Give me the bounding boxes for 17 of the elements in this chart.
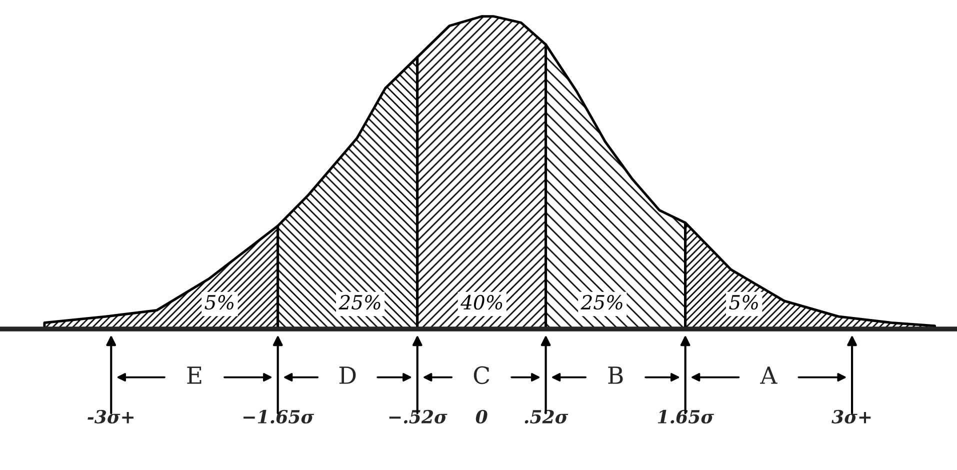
x-tick-label: -3σ+ <box>88 410 134 424</box>
text: A <box>760 366 778 384</box>
series-label: 5% <box>729 294 758 310</box>
x-tick-label: −.52σ <box>389 410 448 424</box>
x-tick-label: .52σ <box>524 410 568 424</box>
series-label: 25% <box>580 294 622 310</box>
x-tick-label: 1.65σ <box>658 410 714 424</box>
x-tick-label: 3σ+ <box>832 410 871 424</box>
text: E <box>187 366 202 384</box>
text: D <box>339 366 356 384</box>
x-tick-label: 0 <box>476 410 488 424</box>
text: C <box>474 366 490 384</box>
x-tick-label: −1.65σ <box>244 410 314 424</box>
series-label: 5% <box>204 294 234 310</box>
series-label: 25% <box>338 294 380 310</box>
text: B <box>608 366 623 384</box>
series-label: 40% <box>460 294 502 310</box>
